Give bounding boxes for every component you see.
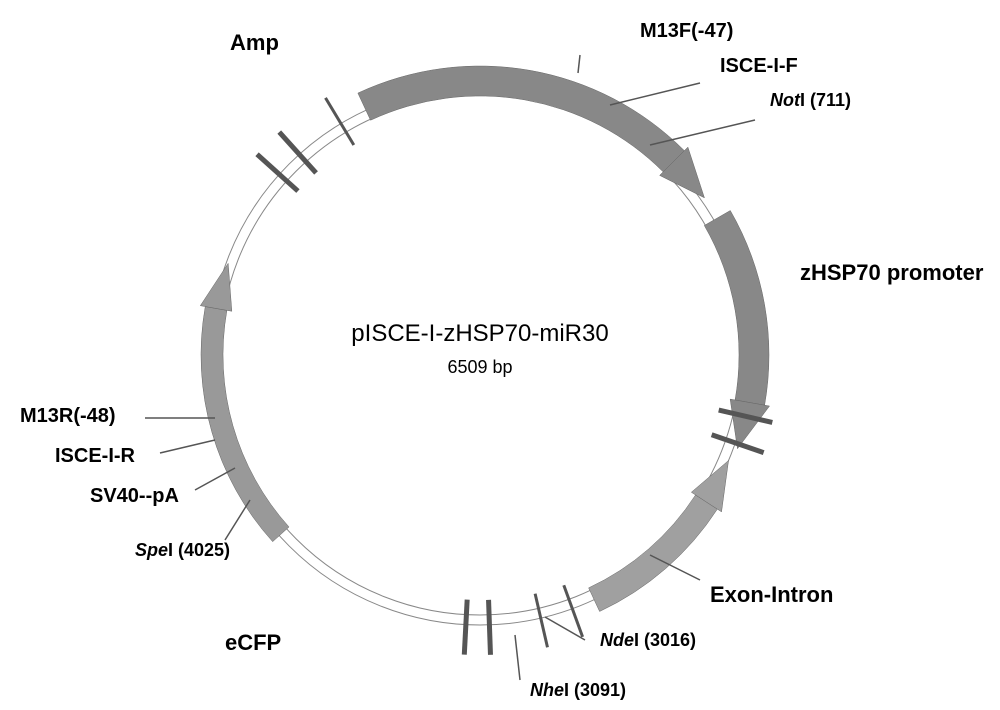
tick-m13f	[257, 154, 298, 191]
leader-m13f	[578, 55, 580, 73]
leader-nhei	[515, 635, 520, 680]
label-m13r: M13R(-48)	[20, 405, 116, 428]
arc-exon-intron	[704, 211, 769, 406]
leader-isce-i-r	[160, 440, 215, 453]
leader-noti	[650, 120, 755, 145]
label-isce-i-f: ISCE-I-F	[720, 55, 798, 78]
label-exon-intron: Exon-Intron	[710, 582, 833, 608]
label-isce-i-r: ISCE-I-R	[55, 445, 135, 468]
label-amp: Amp	[230, 30, 279, 56]
arc-zhsp70	[358, 66, 684, 172]
arc-arrow-amp	[200, 263, 232, 311]
label-zhsp70: zHSP70 promoter	[800, 260, 983, 286]
leader-isce-i-f	[610, 83, 700, 105]
tick-isce-i-f	[279, 132, 316, 173]
label-ecfp: eCFP	[225, 630, 281, 656]
arc-ecfp	[589, 495, 718, 612]
leader-sv40pa	[195, 468, 235, 490]
leader-spei	[225, 500, 250, 540]
label-spei: SpeI (4025)	[135, 540, 230, 561]
label-ndei: NdeI (3016)	[600, 630, 696, 651]
tick-m13r	[464, 600, 467, 655]
plasmid-name: pISCE-I-zHSP70-miR30	[300, 320, 660, 348]
label-nhei: NheI (3091)	[530, 680, 626, 701]
plasmid-size: 6509 bp	[420, 357, 540, 378]
label-m13f: M13F(-47)	[640, 20, 733, 43]
label-sv40pa: SV40--pA	[90, 485, 179, 508]
label-noti: NotI (711)	[770, 90, 851, 111]
tick-sv40pa	[535, 594, 547, 648]
tick-noti	[325, 98, 353, 145]
arc-amp	[201, 307, 289, 542]
tick-isce-i-r	[489, 600, 491, 655]
